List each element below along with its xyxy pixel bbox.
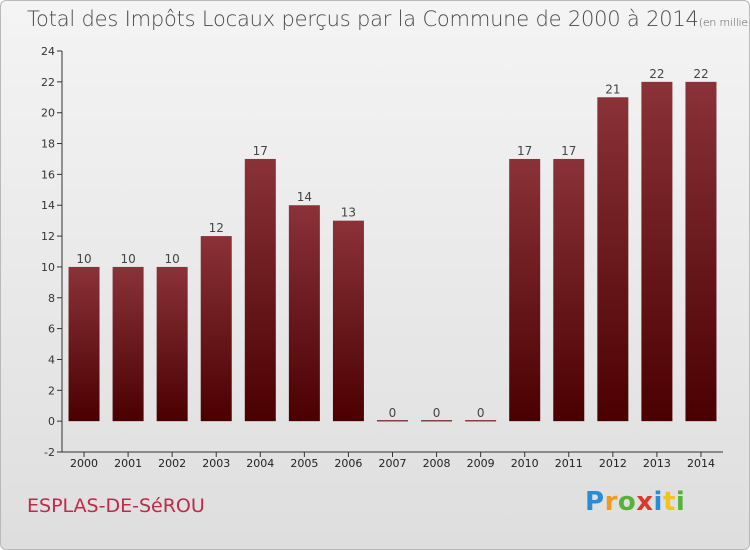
logo-letter: r (604, 487, 618, 517)
x-tick-label: 2011 (555, 457, 583, 470)
bar-value-label: 12 (209, 221, 224, 235)
data-labels: 10 10 10 12 17 14 13 0 0 0 17 17 21 22 22 (76, 67, 708, 420)
chart-title: Total des Impôts Locaux perçus par la Co… (27, 7, 749, 31)
x-tick-label: 2000 (70, 457, 98, 470)
x-tick-label: 2013 (643, 457, 671, 470)
commune-name: ESPLAS-DE-SéROU (27, 495, 205, 517)
logo-letter: x (636, 487, 654, 517)
proxiti-logo: Proxiti (585, 487, 685, 517)
y-tick-label: 20 (41, 107, 55, 120)
y-tick-label: 12 (41, 230, 55, 243)
y-tick-label: -2 (44, 446, 55, 459)
logo-letter: t (662, 487, 676, 517)
y-tick-label: 4 (48, 353, 55, 366)
bar (288, 205, 320, 422)
x-tick-label: 2010 (511, 457, 539, 470)
bar-value-label: 22 (649, 67, 664, 81)
y-tick-label: 0 (48, 415, 55, 428)
bar-value-label: 0 (477, 406, 485, 420)
bar (377, 420, 408, 422)
x-tick-label: 2004 (246, 457, 274, 470)
bar-value-label: 0 (389, 406, 397, 420)
bar-value-label: 17 (561, 144, 576, 158)
bar-value-label: 22 (693, 67, 708, 81)
y-tick-label: 8 (48, 292, 55, 305)
bar-value-label: 17 (253, 144, 268, 158)
bar-value-label: 0 (433, 406, 441, 420)
y-tick-label: 16 (41, 168, 55, 181)
y-tick-label: 14 (41, 199, 55, 212)
x-tick-label: 2012 (599, 457, 627, 470)
bar (597, 97, 629, 422)
bar (509, 158, 541, 422)
x-tick-label: 2003 (202, 457, 230, 470)
bar (332, 220, 364, 422)
bar (244, 158, 276, 422)
unit-note: (en milliers d'€) (698, 16, 749, 29)
logo-letter: o (617, 487, 637, 517)
bar (641, 81, 673, 422)
bar-value-label: 10 (76, 252, 91, 266)
logo-letter: i (653, 487, 663, 517)
y-tick-label: 2 (48, 384, 55, 397)
y-tick-label: 18 (41, 138, 55, 151)
y-tick-label: 24 (41, 45, 55, 58)
y-tick-label: 10 (41, 261, 55, 274)
bar (685, 81, 717, 422)
bar-value-label: 21 (605, 82, 620, 96)
y-tick-label: 6 (48, 323, 55, 336)
bar-value-label: 10 (120, 252, 135, 266)
y-tick-label: 22 (41, 76, 55, 89)
bar-value-label: 17 (517, 144, 532, 158)
bar-value-label: 14 (297, 190, 312, 204)
bar (200, 236, 232, 422)
bar (68, 266, 100, 422)
x-tick-label: 2007 (379, 457, 407, 470)
x-tick-label: 2002 (158, 457, 186, 470)
logo-letter: P (585, 487, 605, 517)
title-text: Total des Impôts Locaux perçus par la Co… (27, 7, 699, 31)
bar-value-label: 10 (165, 252, 180, 266)
logo-letter: i (675, 487, 686, 517)
x-tick-label: 2014 (687, 457, 715, 470)
bar-value-label: 13 (341, 206, 356, 220)
bar (156, 266, 188, 422)
bar (465, 420, 497, 422)
x-tick-label: 2009 (467, 457, 495, 470)
x-tick-label: 2008 (423, 457, 451, 470)
bar (553, 158, 585, 422)
x-tick-label: 2001 (114, 457, 142, 470)
x-tick-label: 2005 (290, 457, 318, 470)
x-tick-label: 2006 (334, 457, 362, 470)
bar (421, 420, 453, 422)
bars (68, 81, 717, 422)
bar (112, 266, 144, 422)
